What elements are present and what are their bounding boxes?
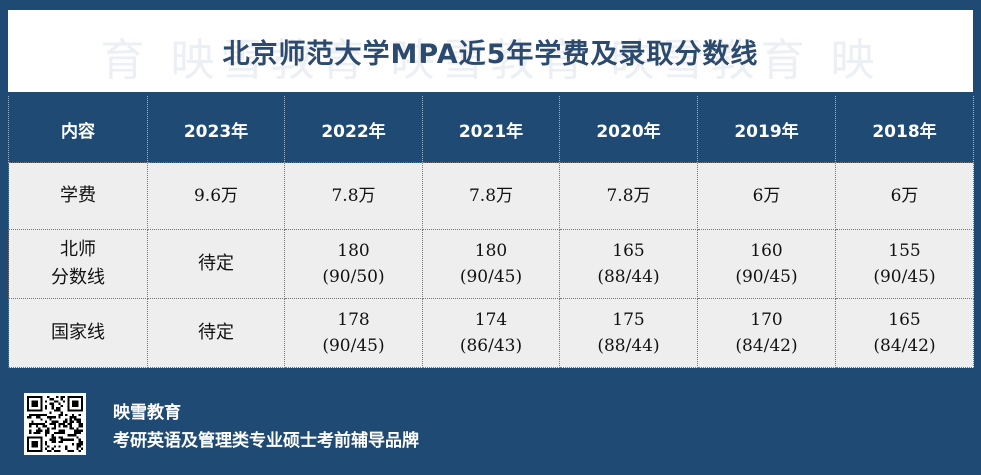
table-cell: 165 (88/44) [559,229,698,299]
header-cell: 2020年 [559,96,698,163]
table-cell: 174 (86/43) [422,298,560,368]
qr-code-icon [24,393,86,455]
table-row: 学费 9.6万 7.8万 7.8万 7.8万 6万 6万 [8,162,974,230]
table-cell: 待定 [147,229,285,299]
table-row: 北师 分数线 待定 180 (90/50) 180 (90/45) 165 (88/4… [8,229,974,299]
row-label: 学费 [8,162,148,230]
table-row: 国家线 待定 178 (90/45) 174 (86/43) 175 (88/44) … [8,298,974,368]
header-cell: 2018年 [835,96,974,163]
footer [0,372,981,475]
header-cell: 2021年 [422,96,560,163]
table-cell: 待定 [147,298,285,368]
table-cell: 170 (84/42) [697,298,836,368]
header-cell: 2023年 [147,96,285,163]
table-cell: 180 (90/45) [422,229,560,299]
table-cell: 7.8万 [422,162,560,230]
table-cell: 165 (84/42) [835,298,974,368]
row-label: 国家线 [8,298,148,368]
brand-name: 映雪教育 [113,403,181,423]
tuition-score-table: 内容 2023年 2022年 2021年 2020年 2019年 2018年 学… [8,96,974,368]
table-header-row: 内容 2023年 2022年 2021年 2020年 2019年 2018年 [8,96,974,163]
table-cell: 180 (90/50) [284,229,423,299]
brand-slogan: 考研英语及管理类专业硕士考前辅导品牌 [113,431,419,451]
table-cell: 7.8万 [284,162,423,230]
table-cell: 175 (88/44) [559,298,698,368]
table-cell: 178 (90/45) [284,298,423,368]
table-cell: 9.6万 [147,162,285,230]
header-cell: 2019年 [697,96,836,163]
table-cell: 155 (90/45) [835,229,974,299]
header-cell: 内容 [8,96,148,163]
page-title: 北京师范大学MPA近5年学费及录取分数线 [222,38,759,70]
row-label: 北师 分数线 [8,229,148,299]
title-bar: 育 映雪教育 映雪教育 映雪教育 映 北京师范大学MPA近5年学费及录取分数线 [8,10,973,92]
table-cell: 160 (90/45) [697,229,836,299]
table-cell: 6万 [697,162,836,230]
header-cell: 2022年 [284,96,423,163]
table-cell: 6万 [835,162,974,230]
table-cell: 7.8万 [559,162,698,230]
